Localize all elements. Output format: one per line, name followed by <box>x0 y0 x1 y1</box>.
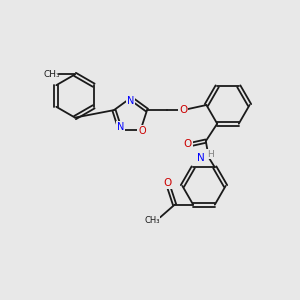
Text: N: N <box>117 122 124 132</box>
Text: CH₃: CH₃ <box>144 216 160 225</box>
Text: CH₃: CH₃ <box>44 70 60 79</box>
Text: O: O <box>164 178 172 188</box>
Text: O: O <box>184 139 192 149</box>
Text: O: O <box>179 105 187 115</box>
Text: O: O <box>138 126 146 136</box>
Text: N: N <box>196 153 204 163</box>
Text: N: N <box>127 96 134 106</box>
Text: H: H <box>207 149 214 158</box>
